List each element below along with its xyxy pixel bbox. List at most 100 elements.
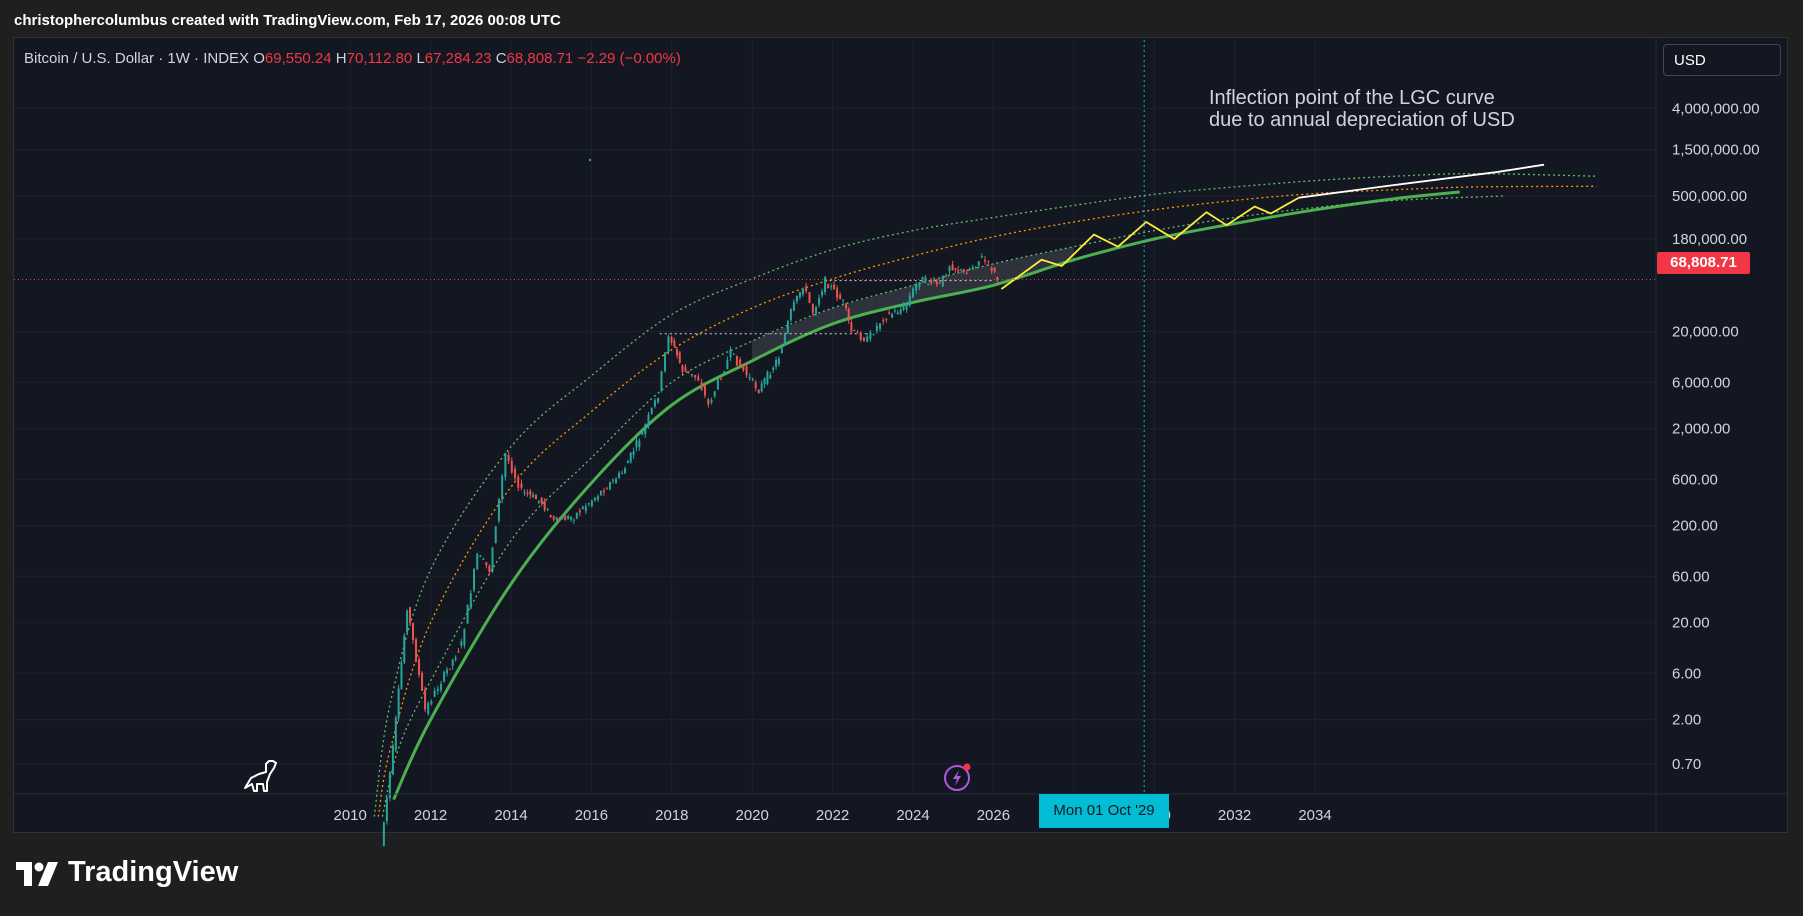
candle-body [996,276,999,281]
candle-body [847,309,850,321]
brand-name: TradingView [16,856,238,889]
candle-body [908,295,911,306]
candle-body [772,367,775,370]
candle-body [980,255,983,258]
candle-body [830,286,833,288]
candle-body [578,510,581,513]
y-tick-label: 0.70 [1672,756,1701,773]
candle-body [641,431,644,435]
candle-body [567,515,570,519]
candle-body [626,461,629,464]
candle-body [644,424,647,435]
candle-body [678,352,681,363]
candle-body [805,286,808,292]
candle-body [537,500,540,503]
symbol-legend[interactable]: Bitcoin / U.S. Dollar · 1W · INDEX O69,5… [24,50,681,67]
candle-body [927,283,930,285]
currency-selector[interactable]: USD [1663,44,1781,76]
shaded-zone [752,246,1074,361]
candle-body [703,386,706,396]
candle-body [681,365,684,372]
chart-dot [588,158,592,162]
candle-body [902,305,905,310]
candle-body [818,298,821,305]
x-tick-label: 2024 [896,807,929,824]
candle-body [845,303,847,309]
candle-body [862,337,865,342]
candle-body [663,352,666,372]
x-tick-label: 2020 [736,807,769,824]
candle-body [694,374,697,378]
candle-body [951,264,954,271]
candle-body [732,353,735,355]
candle-body [575,512,578,519]
candle-body [977,261,980,266]
candle-body [716,379,719,390]
candle-body [827,284,830,289]
x-tick-label: 2026 [977,807,1010,824]
candle-body [491,547,494,572]
y-tick-label: 2.00 [1672,712,1701,729]
candle-body [587,503,590,505]
candle-body [965,273,968,275]
candle-body [629,452,632,463]
candle-body [777,358,780,365]
x-tick-label: 2022 [816,807,849,824]
open-value: 69,550.24 [264,50,332,67]
candle-body [739,359,742,367]
x-tick-label: 2034 [1298,807,1331,824]
candle-body [856,332,859,334]
candle-body [590,500,593,507]
candle-body [984,259,987,262]
candle-body [385,797,388,822]
open-label: O [253,50,265,67]
candle-body [596,496,599,500]
level-layer [659,280,994,335]
candle-body [948,266,951,272]
candle-body [485,562,488,566]
flash-icon[interactable] [943,762,973,792]
candle-body [833,284,836,290]
candle-body [612,479,615,481]
candle-body [529,490,532,495]
top-bar: christophercolumbus created with Trading… [0,0,1803,40]
candle-body [945,275,948,277]
candle-body [821,291,824,296]
curve-series [377,185,1597,817]
candle-body [584,506,587,512]
candle-body [534,495,537,500]
candle-body [918,282,921,287]
candle-body [824,276,827,293]
dinosaur-icon[interactable] [243,758,279,794]
candle-body [476,553,479,570]
candle-body [403,635,406,664]
candle-body [990,267,993,271]
candle-body [729,349,732,358]
candle-body [433,690,436,697]
tradingview-logo-icon [16,862,58,886]
candle-body [463,629,466,646]
chart-frame[interactable] [13,37,1788,833]
candle-body [451,659,454,666]
candle-body [436,688,439,691]
candle-body [971,266,974,268]
crosshair-date-label: Mon 01 Oct '29 [1039,794,1169,828]
y-tick-label: 6.00 [1672,665,1701,682]
y-tick-label: 200.00 [1672,518,1718,535]
candle-body [735,355,738,366]
candle-body [469,593,472,609]
candle-body [570,516,573,520]
candle-body [406,610,409,633]
candle-body [540,497,543,504]
last-price-label: 68,808.71 [1657,252,1750,274]
candle-body [938,282,941,284]
candle-body [494,526,497,544]
candle-body [388,772,391,798]
candle-body [885,318,888,320]
y-tick-label: 20,000.00 [1672,324,1739,341]
candle-body [899,309,902,314]
candle-body [866,336,869,342]
candle-body [581,506,584,509]
candle-body [650,407,653,414]
